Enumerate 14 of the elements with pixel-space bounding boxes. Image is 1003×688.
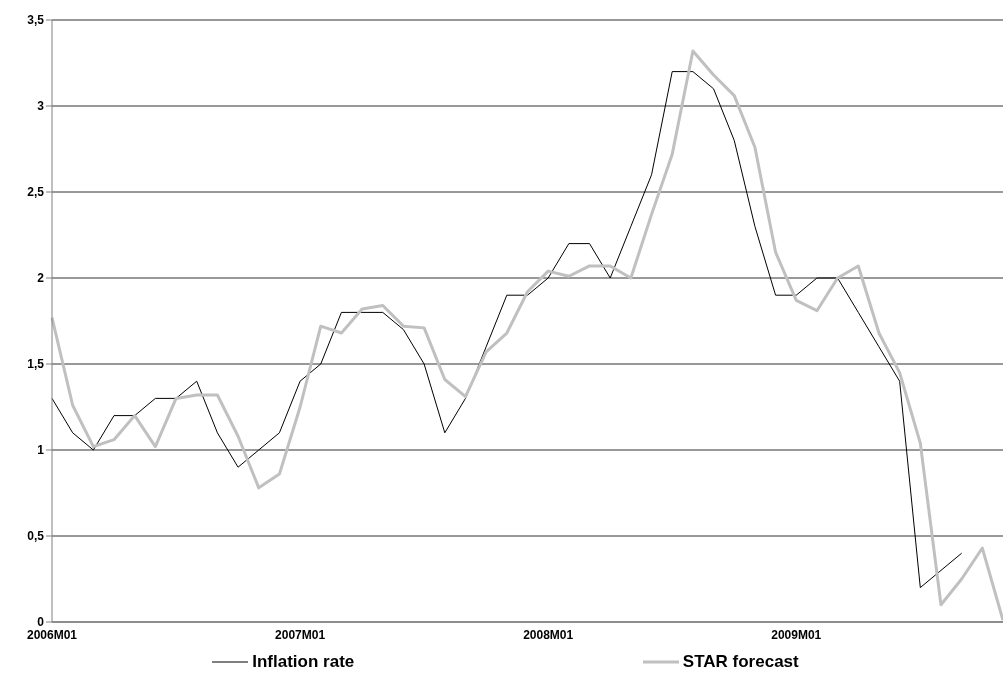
x-tick-label: 2006M01 xyxy=(26,627,78,642)
y-tick-label: 3,5 xyxy=(27,13,45,28)
y-tick-label: 2,5 xyxy=(27,185,45,200)
legend-label: Inflation rate xyxy=(252,652,355,672)
y-tick-label: 2 xyxy=(37,271,45,286)
legend-label: STAR forecast xyxy=(682,652,799,672)
x-tick-label: 2007M01 xyxy=(275,627,326,642)
x-tick-label: 2009M01 xyxy=(771,627,822,642)
y-tick-label: 0,5 xyxy=(27,529,45,544)
y-tick-label: 1 xyxy=(37,443,45,458)
y-tick-label: 0 xyxy=(37,615,45,630)
x-tick-label: 2008M01 xyxy=(523,627,574,642)
y-tick-label: 3 xyxy=(37,99,45,114)
y-tick-label: 1,5 xyxy=(27,357,45,372)
